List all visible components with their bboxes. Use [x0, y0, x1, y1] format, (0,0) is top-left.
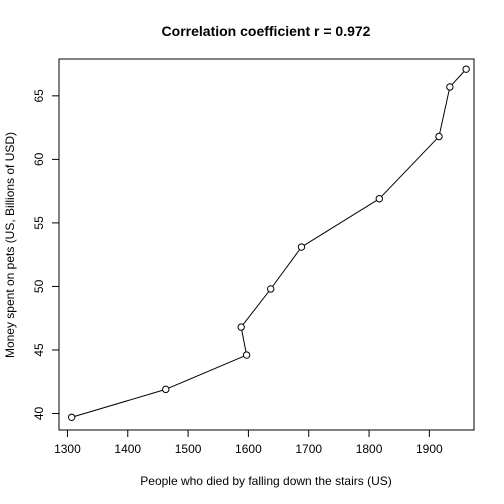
data-point	[375, 195, 383, 203]
y-axis: 40 45 50 55 60 65	[32, 89, 59, 420]
data-point	[242, 351, 251, 359]
y-tick-label: 60	[32, 152, 46, 166]
plot-frame	[58, 58, 475, 431]
data-point	[67, 413, 76, 421]
series-segment	[74, 389, 163, 417]
x-tick-label: 1700	[295, 442, 322, 456]
series-segment	[241, 330, 247, 352]
x-axis: 1300 1400 1500 1600 1700 1800 1900	[54, 430, 443, 456]
x-tick-label: 1900	[416, 442, 443, 456]
data-point	[267, 285, 275, 293]
data-point	[462, 65, 470, 73]
series-segment	[168, 355, 244, 389]
x-axis-label: People who died by falling down the stai…	[140, 474, 391, 488]
y-tick-label: 50	[32, 279, 46, 293]
series-segment	[272, 249, 300, 287]
series-segment	[381, 138, 438, 197]
series-segment	[242, 291, 270, 325]
x-tick-label: 1500	[175, 442, 202, 456]
y-tick-label: 65	[32, 89, 46, 103]
y-tick-label: 40	[32, 406, 46, 420]
chart-title: Correlation coefficient r = 0.972	[162, 23, 371, 39]
series-segment	[451, 71, 465, 85]
series-segment	[303, 200, 377, 246]
series-segment	[439, 89, 450, 134]
y-tick-label: 55	[32, 216, 46, 230]
y-tick-label: 45	[32, 343, 46, 357]
data-series	[67, 65, 470, 421]
data-point	[237, 323, 245, 331]
data-point	[435, 132, 443, 141]
x-tick-label: 1800	[356, 442, 383, 456]
x-tick-label: 1600	[235, 442, 262, 456]
data-point	[162, 385, 170, 394]
x-tick-label: 1300	[54, 442, 81, 456]
data-point	[446, 83, 454, 91]
x-tick-label: 1400	[114, 442, 141, 456]
data-point	[297, 243, 306, 251]
y-axis-label: Money spent on pets (US, Billions of USD…	[3, 132, 17, 358]
